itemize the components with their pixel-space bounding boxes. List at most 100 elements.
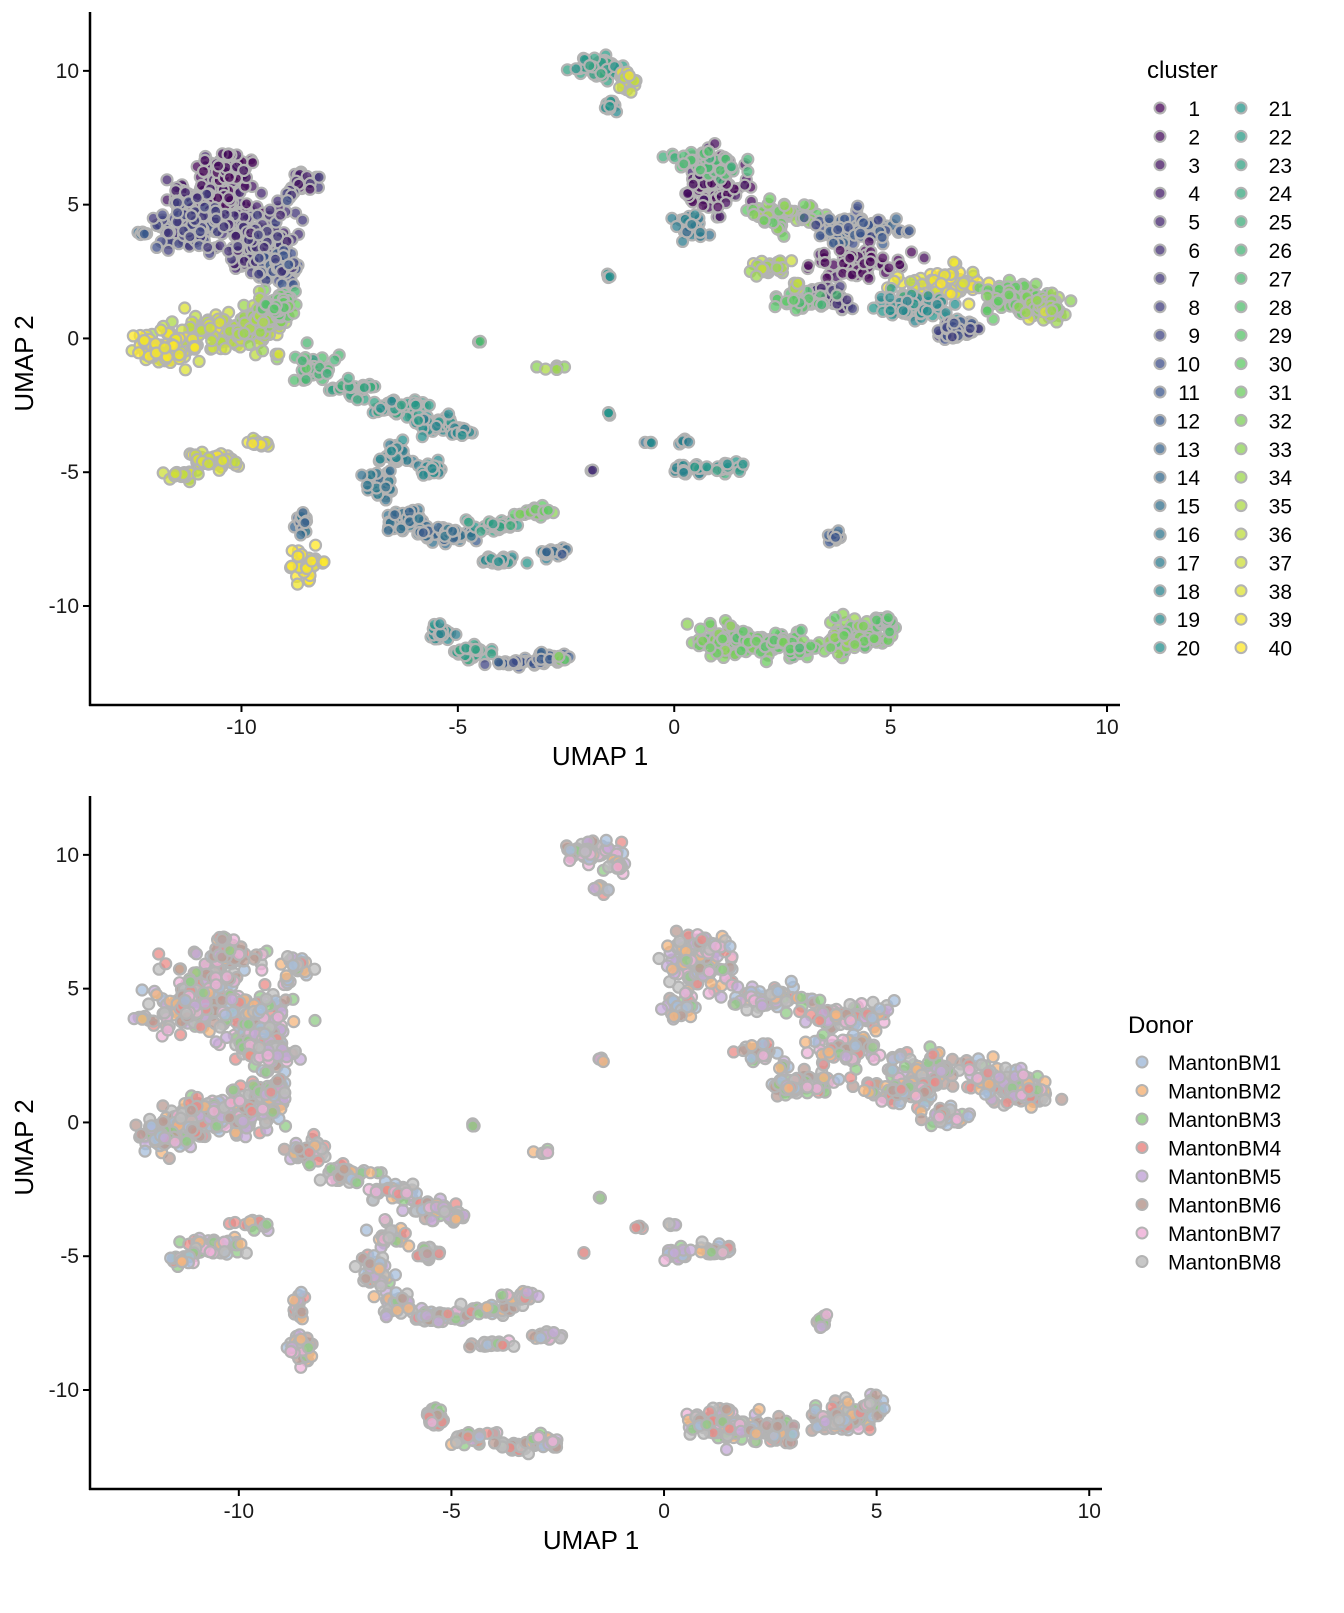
scatter-point [889,212,903,226]
scatter-point [305,554,319,568]
scatter-point [829,1007,843,1022]
legend-key [1153,555,1167,569]
scatter-point [236,1114,250,1128]
scatter-point [215,932,229,947]
scatter-point [270,1074,284,1088]
scatter-point [251,228,265,242]
scatter-point [710,463,724,478]
scatter-point [685,217,699,231]
scatter-point [914,1112,929,1127]
scatter-point [779,1006,793,1020]
legend-label: 22 [1269,126,1292,149]
scatter-point [390,1303,404,1318]
scatter-point [885,1063,900,1077]
scatter-point [308,538,323,552]
scatter-point [947,255,961,269]
legend-label: 6 [1188,240,1200,263]
legend-label: 39 [1269,609,1292,632]
legend-label: 16 [1177,524,1200,547]
scatter-point [815,298,829,312]
scatter-point [583,58,597,73]
scatter-point [174,1027,188,1042]
legend-key [1153,499,1167,513]
scatter-point [1055,1092,1069,1106]
scatter-point [794,623,808,637]
scatter-point [708,939,723,953]
scatter-point [986,1050,1000,1064]
legend-label: 37 [1269,552,1292,575]
scatter-point [252,267,266,281]
scatter-point [245,1104,259,1118]
legend-key [1153,158,1167,172]
scatter-point [178,301,192,315]
scatter-point [816,1028,830,1042]
legend-label: 20 [1177,638,1200,661]
scatter-point [720,457,735,471]
scatter-point [594,66,608,81]
scatter-point [867,631,881,646]
legend-key [1153,328,1167,342]
scatter-point [599,833,613,848]
legend-key [1153,442,1167,456]
scatter-point [963,321,977,336]
scatter-point [213,1020,227,1034]
scatter-point [189,947,203,961]
scatter-point [296,213,310,227]
scatter-point [839,1050,853,1064]
scatter-point [359,1271,373,1286]
scatter-point [433,617,447,631]
scatter-point [869,1024,883,1038]
scatter-point [350,393,364,407]
scatter-point [308,962,322,976]
scatter-point [520,1285,534,1300]
scatter-point [254,186,268,200]
scatter-point [449,1212,463,1226]
scatter-point [934,277,948,291]
scatter-point [688,460,702,474]
legend-key [1234,186,1248,200]
scatter-point [303,1158,317,1172]
scatter-point [273,208,288,222]
scatter-point [135,983,149,997]
scatter-point [180,1134,194,1149]
scatter-point [172,962,187,976]
scatter-point [601,883,615,897]
legend-key [1153,186,1167,200]
scatter-point [213,315,227,330]
scatter-point [252,1040,266,1055]
scatter-point [222,191,236,205]
scatter-point [624,85,638,99]
scatter-point [798,1015,813,1029]
scatter-point [179,1006,193,1020]
scatter-point [183,975,197,989]
scatter-point [851,199,865,213]
x-tick-label: 0 [668,716,680,739]
scatter-point [792,641,807,655]
scatter-point [921,289,935,303]
x-tick-label: -10 [226,716,256,739]
scatter-point [962,1063,976,1077]
scatter-point [871,213,885,227]
legend-label: 24 [1269,183,1293,206]
scatter-point [539,545,554,559]
scatter-point [398,1226,412,1240]
scatter-point [741,152,755,166]
legend-label: 38 [1269,581,1292,604]
scatter-point [240,197,254,211]
scatter-point [382,1231,396,1245]
scatter-point [893,258,907,272]
scatter-point [205,334,219,348]
scatter-point [520,556,534,570]
scatter-point [226,1083,240,1097]
scatter-point [843,1071,858,1085]
scatter-point [287,373,301,387]
scatter-point [749,269,764,283]
scatter-point [359,1223,374,1237]
scatter-point [237,326,251,340]
scatter-point [155,208,170,222]
legend-label: 40 [1269,638,1292,661]
legend-label: 12 [1177,410,1200,433]
scatter-point [229,455,243,469]
legend-label: 30 [1269,354,1292,377]
scatter-point [317,555,331,569]
